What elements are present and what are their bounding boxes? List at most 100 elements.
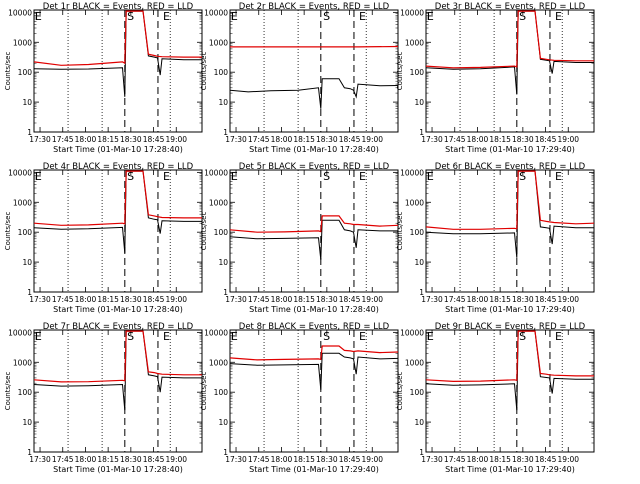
event-marker-label: S	[127, 10, 134, 23]
event-marker-label: S	[127, 170, 134, 183]
x-tick-label: 18:45	[535, 295, 557, 304]
x-tick-label: 18:15	[97, 135, 119, 144]
series-black-line	[34, 331, 202, 410]
x-tick-label: 19:00	[165, 455, 187, 464]
event-marker-label: E	[427, 330, 434, 343]
x-tick-label: 17:45	[52, 295, 74, 304]
y-axis-label: Counts/sec	[200, 52, 208, 91]
event-marker-label: E	[231, 10, 238, 23]
y-tick-label: 1000	[405, 198, 424, 207]
panel-8: Det 8r BLACK = Events, RED = LLD11010010…	[200, 322, 398, 474]
series-black-line	[34, 171, 202, 253]
x-tick-label: 17:45	[444, 135, 466, 144]
y-tick-label: 10000	[400, 8, 424, 17]
x-axis-label: Start Time (01-Mar-10 17:28:40)	[53, 305, 183, 314]
plot-frame	[34, 170, 202, 292]
x-tick-label: 17:45	[248, 455, 270, 464]
x-tick-label: 19:00	[361, 135, 383, 144]
y-axis-label: Counts/sec	[396, 52, 404, 91]
x-tick-label: 18:30	[120, 455, 142, 464]
x-tick-label: 17:30	[225, 135, 247, 144]
y-tick-label: 10	[414, 98, 424, 107]
series-red-line	[426, 331, 594, 381]
x-tick-label: 17:30	[29, 295, 51, 304]
panel-5: Det 5r BLACK = Events, RED = LLD11010010…	[200, 162, 398, 314]
x-tick-label: 18:45	[339, 135, 361, 144]
series-red-line	[34, 331, 202, 382]
event-marker-label: E	[163, 10, 170, 23]
y-tick-label: 100	[410, 68, 425, 77]
y-tick-label: 100	[410, 388, 425, 397]
plot-frame	[34, 330, 202, 452]
plot-frame	[34, 10, 202, 132]
y-tick-label: 10	[218, 418, 228, 427]
x-tick-label: 17:45	[248, 135, 270, 144]
series-red-line	[34, 11, 202, 65]
plot-frame	[230, 330, 398, 452]
event-marker-label: S	[323, 170, 330, 183]
x-tick-label: 17:45	[444, 455, 466, 464]
x-tick-label: 18:30	[316, 295, 338, 304]
x-tick-label: 19:00	[165, 135, 187, 144]
y-tick-label: 10000	[204, 168, 228, 177]
event-marker-label: S	[323, 330, 330, 343]
x-tick-label: 18:00	[75, 295, 97, 304]
x-tick-label: 18:15	[293, 295, 315, 304]
event-marker-label: E	[555, 170, 562, 183]
series-red-line	[34, 171, 202, 225]
x-tick-label: 18:00	[271, 295, 293, 304]
x-axis-label: Start Time (01-Mar-10 17:28:40)	[249, 305, 379, 314]
y-tick-label: 1000	[13, 198, 32, 207]
y-tick-label: 1000	[405, 358, 424, 367]
y-tick-label: 10000	[8, 8, 32, 17]
y-axis-label: Counts/sec	[200, 372, 208, 411]
x-tick-label: 17:45	[444, 295, 466, 304]
x-tick-label: 19:00	[361, 455, 383, 464]
series-black-line	[426, 331, 594, 410]
x-tick-label: 17:30	[421, 135, 443, 144]
x-tick-label: 19:00	[557, 295, 579, 304]
x-tick-label: 18:15	[293, 455, 315, 464]
y-tick-label: 10000	[8, 328, 32, 337]
x-axis-label: Start Time (01-Mar-10 17:29:40)	[249, 465, 379, 474]
x-axis-label: Start Time (01-Mar-10 17:29:40)	[445, 145, 575, 154]
y-tick-label: 10000	[204, 328, 228, 337]
event-marker-label: S	[519, 330, 526, 343]
x-tick-label: 18:00	[75, 135, 97, 144]
series-black-line	[230, 220, 398, 259]
event-marker-label: E	[35, 330, 42, 343]
y-tick-label: 100	[214, 228, 229, 237]
event-marker-label: E	[359, 330, 366, 343]
x-tick-label: 18:45	[339, 455, 361, 464]
y-axis-label: Counts/sec	[4, 212, 12, 251]
y-tick-label: 100	[18, 388, 33, 397]
x-tick-label: 17:30	[225, 455, 247, 464]
x-tick-label: 18:45	[535, 135, 557, 144]
x-axis-label: Start Time (01-Mar-10 17:29:40)	[445, 305, 575, 314]
series-black-line	[34, 11, 202, 97]
y-axis-label: Counts/sec	[396, 372, 404, 411]
x-tick-label: 18:15	[97, 455, 119, 464]
event-marker-label: E	[231, 170, 238, 183]
x-tick-label: 19:00	[557, 135, 579, 144]
x-tick-label: 17:30	[29, 135, 51, 144]
event-marker-label: E	[163, 330, 170, 343]
x-tick-label: 19:00	[165, 295, 187, 304]
x-axis-label: Start Time (01-Mar-10 17:29:40)	[445, 465, 575, 474]
panel-1: Det 1r BLACK = Events, RED = LLD11010010…	[4, 2, 202, 154]
y-tick-label: 10	[22, 418, 32, 427]
x-tick-label: 17:30	[225, 295, 247, 304]
series-black-line	[230, 79, 398, 109]
event-marker-label: E	[359, 10, 366, 23]
y-tick-label: 100	[18, 228, 33, 237]
x-axis-label: Start Time (01-Mar-10 17:28:40)	[53, 465, 183, 474]
x-tick-label: 18:15	[489, 455, 511, 464]
y-tick-label: 100	[18, 68, 33, 77]
x-tick-label: 18:30	[316, 135, 338, 144]
plot-frame	[426, 10, 594, 132]
y-tick-label: 10	[414, 258, 424, 267]
y-axis-label: Counts/sec	[396, 212, 404, 251]
event-marker-label: S	[519, 170, 526, 183]
y-tick-label: 1000	[405, 38, 424, 47]
y-axis-label: Counts/sec	[4, 52, 12, 91]
